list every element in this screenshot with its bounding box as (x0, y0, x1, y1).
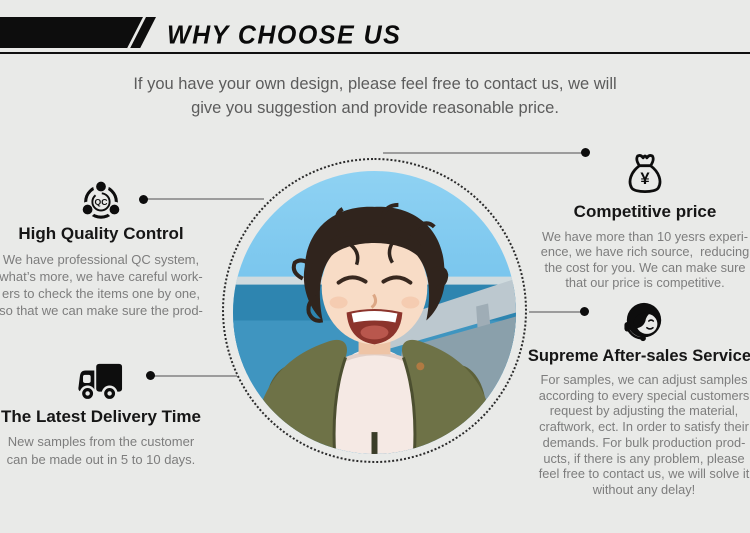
connector-dot-quality (139, 195, 148, 204)
feature-quality-title: High Quality Control (18, 224, 184, 243)
dotted-circle-border (222, 158, 527, 463)
connector-line-price (383, 152, 586, 154)
intro-text: If you have your own design, please feel… (133, 75, 617, 117)
connector-line-after-sales (529, 311, 585, 313)
feature-after-sales-body: For samples, we can adjust samples accor… (538, 372, 750, 497)
feature-after-sales: Supreme After-sales Services For samples… (528, 301, 750, 498)
feature-delivery-body: New samples from the customer can be mad… (6, 434, 196, 467)
connector-line-quality (146, 198, 264, 200)
feature-quality-control: QC High Quality Control We have professi… (0, 176, 203, 319)
yen-icon-label: ¥ (640, 169, 650, 188)
page-title: WHY CHOOSE US (167, 20, 402, 50)
feature-competitive-price: ¥ Competitive price We have more than 10… (540, 150, 750, 291)
connector-dot-price (581, 148, 590, 157)
qc-icon-label: QC (95, 197, 108, 207)
delivery-truck-icon (78, 363, 123, 402)
customer-service-icon (624, 302, 662, 342)
feature-price-title: Competitive price (573, 202, 717, 221)
money-bag-icon: ¥ (628, 154, 662, 194)
child-photo (233, 171, 516, 454)
connector-line-delivery (153, 375, 237, 377)
header-black-bar (0, 17, 143, 48)
feature-quality-body: We have professional QC system, what’s m… (0, 252, 203, 318)
qc-badge-icon: QC (79, 178, 123, 219)
connector-dot-after-sales (580, 307, 589, 316)
feature-after-sales-title: Supreme After-sales Services (527, 347, 750, 365)
child-photo-illustration (233, 171, 516, 454)
header-divider-line (0, 52, 750, 54)
connector-dot-delivery (146, 371, 155, 380)
feature-delivery-title: The Latest Delivery Time (1, 407, 201, 426)
feature-delivery-time: The Latest Delivery Time New samples fro… (0, 360, 202, 468)
feature-price-body: We have more than 10 yesrs experi- ence,… (540, 229, 750, 291)
